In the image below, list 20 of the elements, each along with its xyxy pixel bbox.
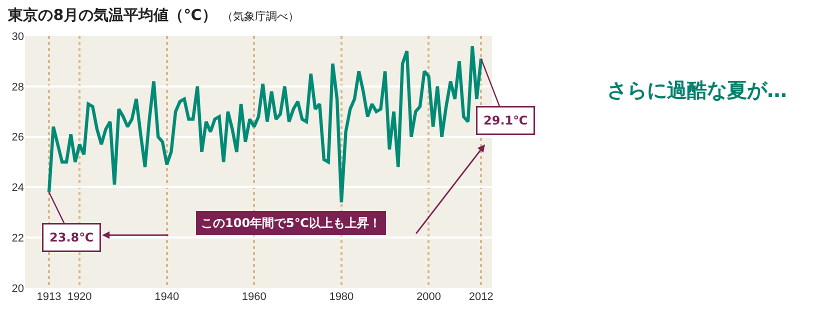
x-tick-label: 1920 (67, 291, 92, 303)
x-tick-label: 2012 (468, 291, 494, 303)
x-tick-label: 2000 (416, 291, 441, 303)
x-tick-label: 1940 (154, 291, 180, 303)
annotation: この100年間で5℃以上も上昇！ (201, 216, 381, 230)
y-tick-label: 24 (12, 182, 24, 194)
line-series (47, 44, 483, 204)
chart-subtitle: （気象庁調べ） (222, 10, 300, 24)
y-tick-label: 30 (12, 30, 24, 43)
annotation: 23.8℃ (50, 230, 94, 244)
y-tick-label: 28 (12, 81, 24, 94)
x-tick-label: 1980 (329, 291, 354, 303)
annotation: 29.1℃ (484, 114, 528, 128)
x-tick-label: 1913 (36, 291, 62, 303)
text: さらに過酷な夏が… (607, 78, 787, 102)
x-tick-label: 1960 (242, 291, 266, 303)
y-tick-label: 20 (12, 282, 24, 295)
y-tick-label: 26 (12, 132, 24, 144)
y-tick-label: 22 (12, 232, 24, 244)
chart-title: 東京の8月の気温平均値（℃） (8, 6, 217, 24)
